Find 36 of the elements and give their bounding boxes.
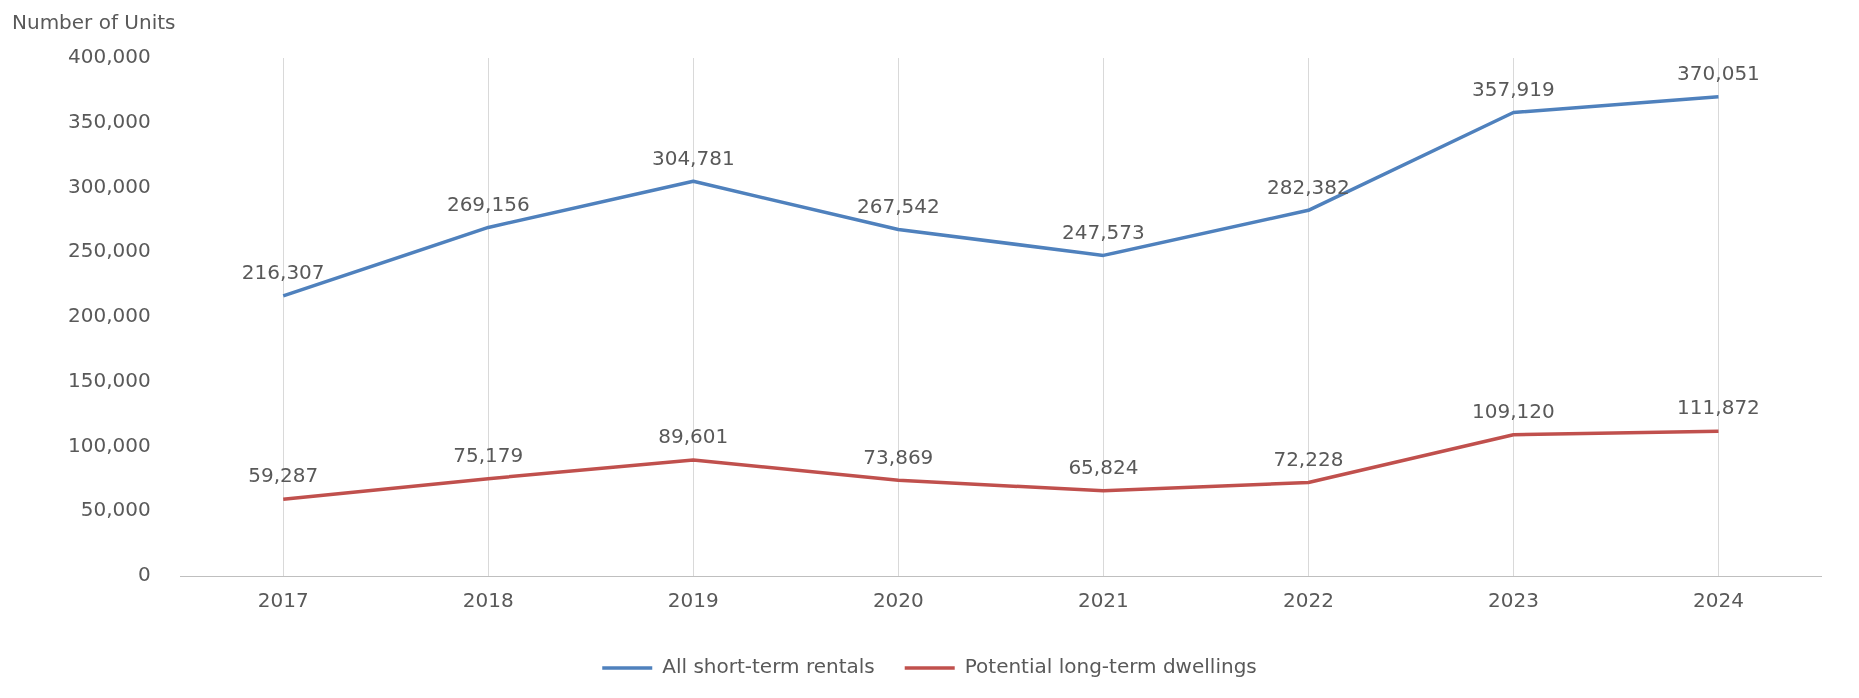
data-label: 89,601 — [658, 424, 729, 449]
y-tick-label: 250,000 — [67, 238, 151, 263]
y-tick-label: 400,000 — [67, 44, 151, 69]
data-label: 75,179 — [453, 442, 524, 467]
data-label: 111,872 — [1677, 395, 1760, 420]
data-label: 247,573 — [1062, 219, 1145, 244]
x-tick-label: 2020 — [872, 588, 924, 613]
x-tick-label: 2017 — [257, 588, 309, 613]
x-tick-label: 2021 — [1077, 588, 1129, 613]
data-label: 269,156 — [446, 191, 530, 216]
y-tick-label: 200,000 — [67, 303, 151, 328]
y-tick-label: 0 — [137, 562, 151, 587]
y-tick-label: 300,000 — [67, 173, 151, 198]
data-label: 216,307 — [241, 260, 325, 285]
x-tick-label: 2019 — [667, 588, 719, 613]
data-label: 59,287 — [248, 463, 319, 488]
data-label: 267,542 — [856, 193, 940, 218]
y-tick-label: 50,000 — [80, 497, 151, 522]
y-tick-label: 100,000 — [67, 432, 151, 457]
data-label: 304,781 — [651, 145, 735, 170]
y-axis-title: Number of Units — [12, 10, 176, 35]
legend-label: All short-term rentals — [662, 654, 875, 679]
data-label: 370,051 — [1677, 60, 1760, 85]
data-label: 282,382 — [1267, 174, 1350, 199]
x-tick-label: 2023 — [1487, 588, 1539, 613]
legend-label: Potential long-term dwellings — [964, 654, 1257, 679]
x-tick-label: 2018 — [462, 588, 514, 613]
x-tick-label: 2022 — [1282, 588, 1334, 613]
data-label: 73,869 — [863, 444, 934, 469]
data-label: 357,919 — [1472, 76, 1555, 101]
data-label: 109,120 — [1472, 398, 1555, 423]
y-tick-label: 150,000 — [67, 367, 151, 392]
data-label: 65,824 — [1068, 454, 1139, 479]
x-tick-label: 2024 — [1693, 588, 1744, 613]
y-tick-label: 350,000 — [67, 108, 151, 133]
data-label: 72,228 — [1273, 446, 1344, 471]
